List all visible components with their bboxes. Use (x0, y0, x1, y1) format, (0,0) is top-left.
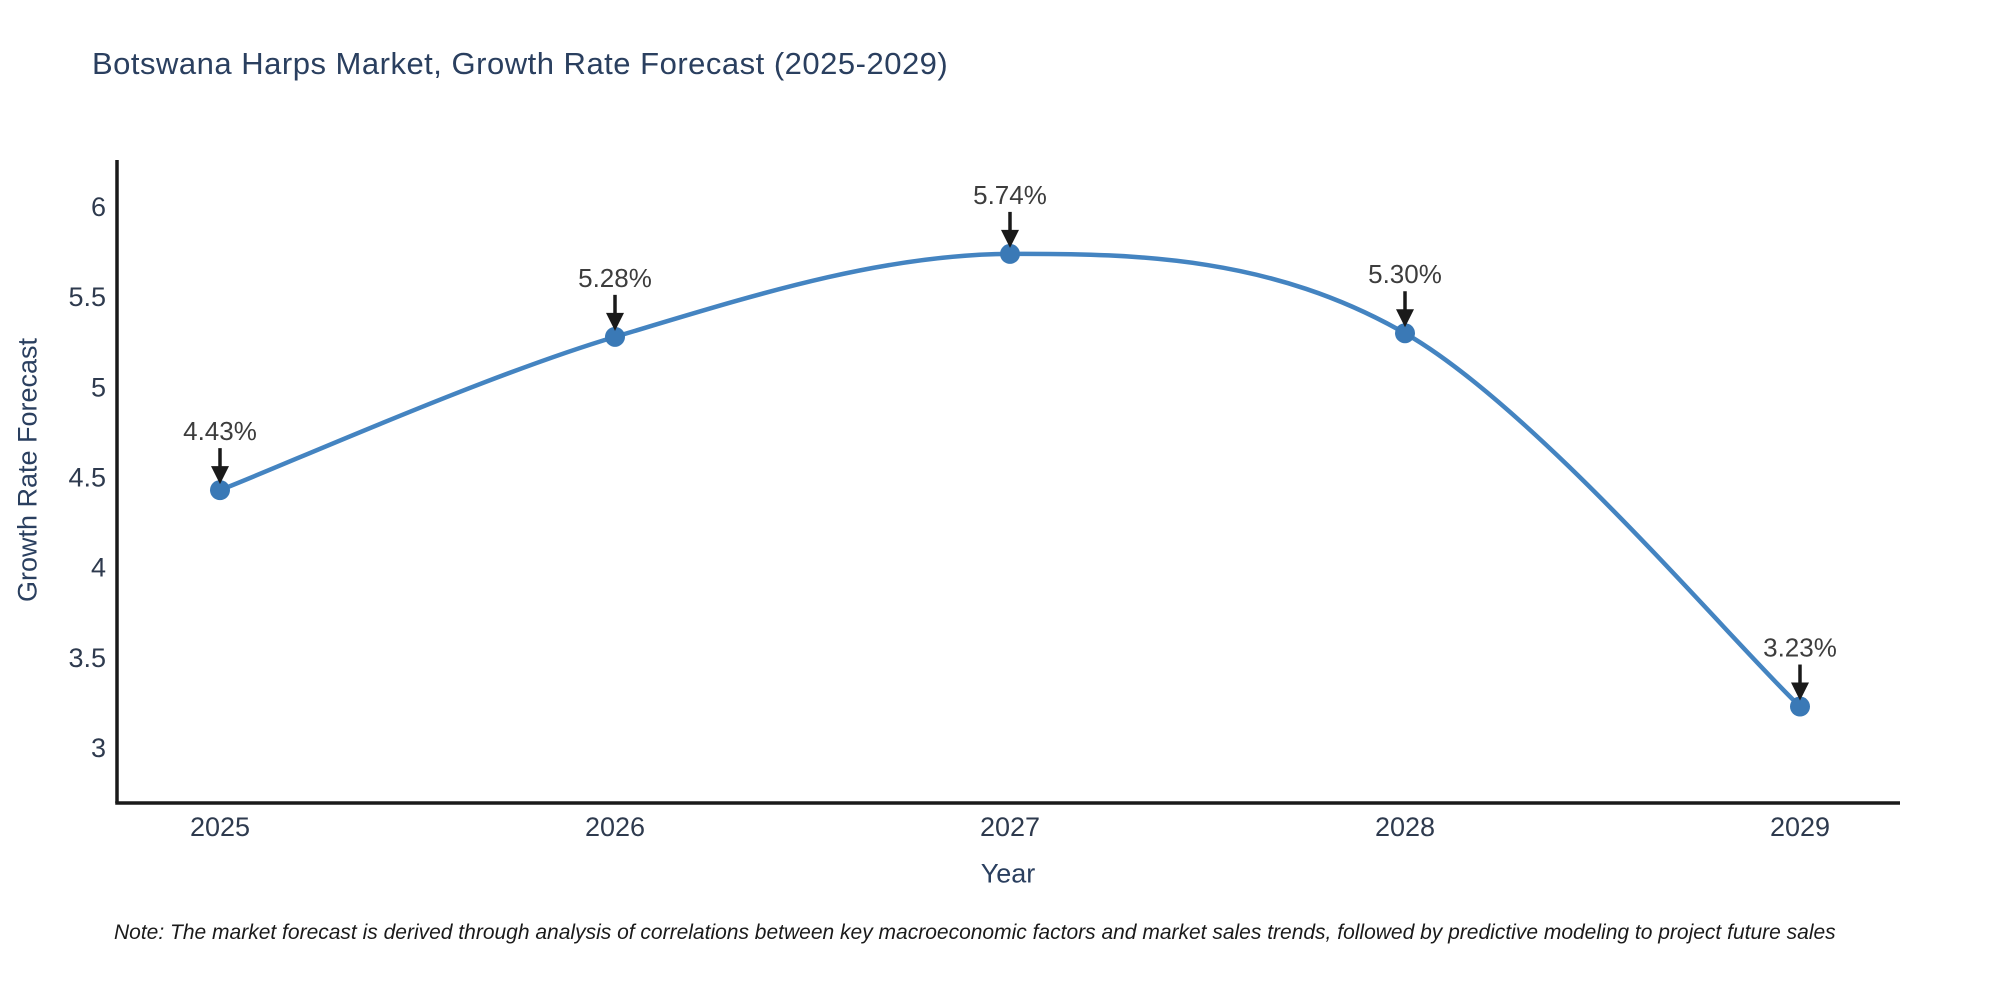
annotation-arrow-head (1791, 682, 1809, 701)
x-tick-label: 2025 (190, 812, 250, 842)
data-point-2025[interactable] (210, 480, 230, 501)
data-label: 4.43% (183, 416, 257, 446)
chart-title: Botswana Harps Market, Growth Rate Forec… (92, 46, 949, 81)
y-tick-label: 6 (91, 192, 106, 222)
data-label: 3.23% (1763, 633, 1837, 663)
data-point-2026[interactable] (605, 326, 625, 347)
annotation-arrow-head (1396, 309, 1414, 328)
y-axis-title: Growth Rate Forecast (12, 337, 43, 603)
annotation-2025: 4.43% (183, 416, 257, 485)
annotation-2028: 5.30% (1368, 259, 1442, 328)
annotation-2029: 3.23% (1763, 633, 1837, 701)
y-tick-label: 3 (91, 733, 106, 763)
x-tick-label: 2027 (980, 812, 1040, 842)
x-axis-title: Year (980, 858, 1036, 889)
data-point-2028[interactable] (1395, 323, 1415, 344)
y-tick-label: 3.5 (68, 643, 106, 673)
y-tick-label: 5.5 (68, 282, 106, 312)
annotation-2026: 5.28% (578, 263, 652, 331)
x-tick-label: 2028 (1375, 812, 1435, 842)
x-tick-label: 2029 (1770, 812, 1830, 842)
y-tick-label: 5 (91, 372, 106, 402)
data-label: 5.74% (973, 180, 1047, 210)
x-tick-label: 2026 (585, 812, 645, 842)
data-point-2027[interactable] (1000, 243, 1020, 264)
data-point-2029[interactable] (1790, 696, 1810, 717)
data-label: 5.30% (1368, 259, 1442, 289)
data-label: 5.28% (578, 263, 652, 293)
trend-line (217, 251, 1803, 709)
annotation-2027: 5.74% (973, 180, 1047, 248)
annotation-arrow-head (606, 312, 624, 331)
annotation-arrow-head (1001, 229, 1019, 248)
annotation-arrow-head (211, 466, 229, 485)
footnote: Note: The market forecast is derived thr… (114, 921, 1836, 944)
y-tick-label: 4.5 (68, 463, 106, 493)
y-tick-label: 4 (91, 553, 106, 583)
